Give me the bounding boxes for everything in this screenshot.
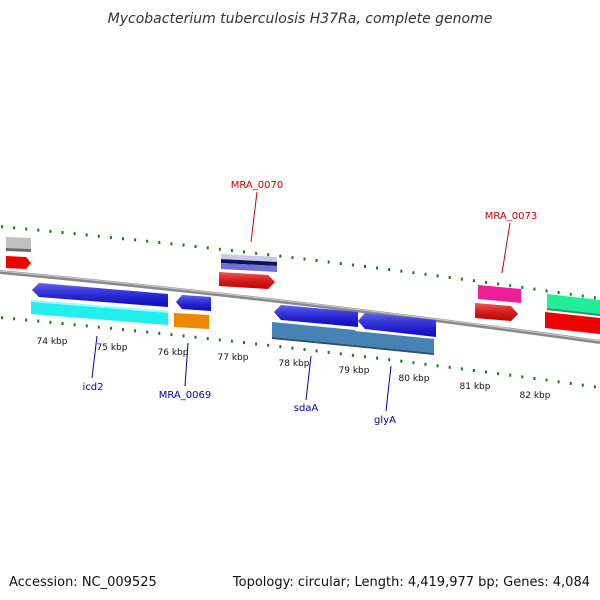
scale-labels: 74 kbp 75 kbp 76 kbp 77 kbp 78 kbp 79 kb… <box>37 337 551 401</box>
scale-label: 81 kbp <box>460 382 491 392</box>
gene-feature-sdaA-cds <box>272 322 355 345</box>
reverse-features <box>31 283 436 355</box>
gene-label-mra0070: MRA_0070 <box>231 180 283 191</box>
gene-feature-mra0073 <box>478 285 521 303</box>
gene-feature-mra0069-cds <box>174 313 209 329</box>
gene-feature-red-edge <box>545 312 600 334</box>
outer-tick-track <box>1 225 596 300</box>
gene-feature-icd2-cds <box>31 300 168 325</box>
gene-feature-gray <box>6 237 31 249</box>
gene-label-mra0069: MRA_0069 <box>159 390 211 401</box>
inner-tick-track <box>1 316 596 389</box>
genome-backbone <box>0 270 600 344</box>
gene-label-icd2: icd2 <box>83 382 104 393</box>
gene-arrow-red-left <box>6 256 31 269</box>
gene-feature-green <box>547 294 600 314</box>
gene-label-lines <box>91 191 511 412</box>
gene-feature-glyA-cds <box>355 331 434 353</box>
scale-label: 77 kbp <box>218 353 249 363</box>
scale-label: 76 kbp <box>158 348 189 358</box>
scale-label: 80 kbp <box>399 374 430 384</box>
scale-label: 74 kbp <box>37 337 68 347</box>
accession-text: Accession: NC_009525 <box>9 575 157 590</box>
gene-feature-mra0070-c <box>221 263 277 272</box>
scale-label: 79 kbp <box>339 366 370 376</box>
scale-label: 75 kbp <box>97 343 128 353</box>
genome-summary-text: Topology: circular; Length: 4,419,977 bp… <box>232 575 590 590</box>
gene-label-glyA: glyA <box>374 415 396 426</box>
gene-label-sdaA: sdaA <box>294 403 319 414</box>
gene-feature-mra0070-b <box>221 259 277 266</box>
map-title: Mycobacterium tuberculosis H37Ra, comple… <box>108 11 493 27</box>
gene-feature-mra0070-a <box>221 254 277 262</box>
gene-label-mra0073: MRA_0073 <box>485 211 537 222</box>
gene-labels: MRA_0070 MRA_0073 icd2 MRA_0069 sdaA gly… <box>83 180 538 426</box>
forward-features <box>6 237 600 334</box>
scale-label: 82 kbp <box>520 391 551 401</box>
scale-label: 78 kbp <box>279 359 310 369</box>
